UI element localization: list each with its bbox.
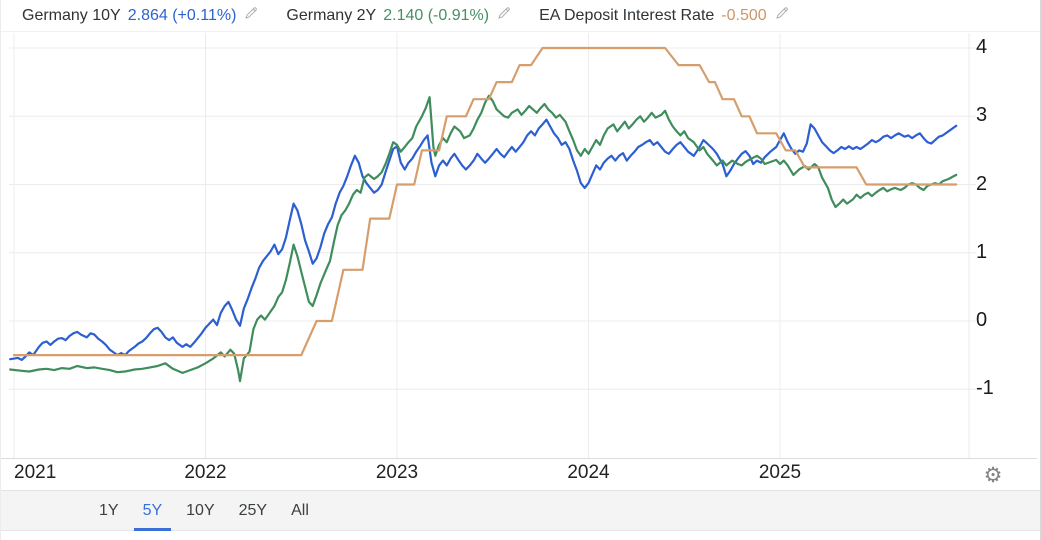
y-axis-label-1: 1 xyxy=(976,240,988,263)
settings-gear-icon[interactable]: ⚙ xyxy=(979,461,1007,489)
edit-pencil-icon[interactable] xyxy=(244,5,259,25)
time-range-toolbar: 1Y 5Y 10Y 25Y All xyxy=(1,490,1040,531)
y-axis-label--1: -1 xyxy=(976,377,994,400)
range-button-5y[interactable]: 5Y xyxy=(131,491,175,531)
series-line-ea-deposit-interest-rate xyxy=(12,46,958,357)
y-axis-label-3: 3 xyxy=(976,104,988,127)
x-axis-label-2022: 2022 xyxy=(184,462,227,483)
series-name: Germany 10Y xyxy=(22,6,121,24)
series-value: 2.864 (+0.11%) xyxy=(127,6,237,24)
series-line-germany-10y xyxy=(9,118,958,361)
edit-pencil-icon[interactable] xyxy=(775,5,790,25)
series-name: EA Deposit Interest Rate xyxy=(539,6,715,24)
range-button-all[interactable]: All xyxy=(279,491,321,530)
range-button-25y[interactable]: 25Y xyxy=(227,491,279,530)
legend-item-ea-deposit-rate[interactable]: EA Deposit Interest Rate -0.500 xyxy=(539,7,790,25)
series-line-germany-2y xyxy=(9,94,958,383)
x-axis-label-2021: 2021 xyxy=(14,462,57,483)
x-axis-label-2025: 2025 xyxy=(758,462,802,483)
series-value: 2.140 (-0.91%) xyxy=(383,6,490,24)
y-axis-label-0: 0 xyxy=(976,309,988,331)
x-axis-label-2023: 2023 xyxy=(375,462,419,483)
edit-pencil-icon[interactable] xyxy=(497,5,512,25)
x-axis-label-2024: 2024 xyxy=(567,462,610,483)
legend-item-germany-2y[interactable]: Germany 2Y 2.140 (-0.91%) xyxy=(286,7,512,25)
y-axis-label-4: 4 xyxy=(976,36,988,58)
range-button-10y[interactable]: 10Y xyxy=(174,491,226,530)
range-button-1y[interactable]: 1Y xyxy=(87,491,131,530)
y-axis-label-2: 2 xyxy=(976,172,988,195)
chart-legend: Germany 10Y 2.864 (+0.11%) Germany 2Y 2.… xyxy=(1,0,1040,32)
series-value: -0.500 xyxy=(721,6,767,24)
series-name: Germany 2Y xyxy=(286,6,377,24)
legend-item-germany-10y[interactable]: Germany 10Y 2.864 (+0.11%) xyxy=(22,7,259,25)
